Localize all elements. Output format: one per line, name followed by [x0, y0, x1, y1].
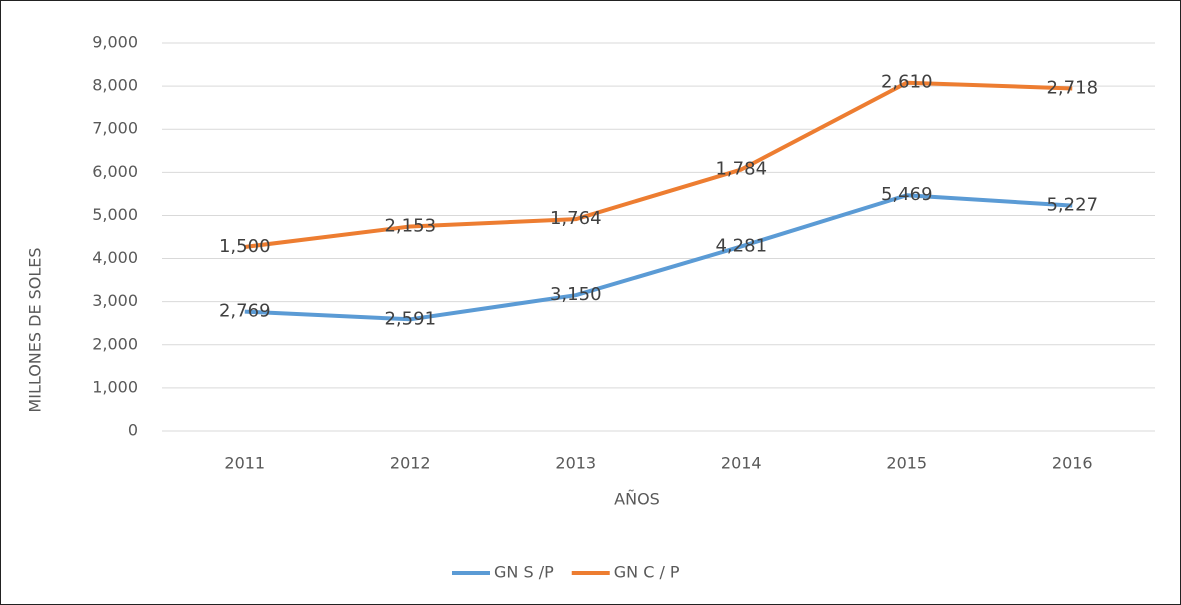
- data-label: 2,610: [881, 72, 933, 93]
- y-tick-label: 8,000: [92, 76, 138, 95]
- legend-label: GN S /P: [494, 563, 554, 582]
- data-label: 2,718: [1046, 77, 1098, 98]
- x-tick-label: 2011: [224, 454, 265, 473]
- x-tick-label: 2014: [721, 454, 762, 473]
- legend-label: GN C / P: [614, 563, 680, 582]
- data-label: 2,591: [384, 308, 436, 329]
- y-tick-label: 7,000: [92, 119, 138, 138]
- line-series: [244, 193, 1073, 322]
- y-tick-label: 1,000: [92, 377, 138, 396]
- data-label: 5,469: [881, 184, 933, 205]
- y-tick-label: 2,000: [92, 334, 138, 353]
- data-label: 5,227: [1046, 195, 1098, 216]
- y-tick-label: 3,000: [92, 291, 138, 310]
- data-label: 1,764: [550, 208, 602, 229]
- y-tick-label: 4,000: [92, 248, 138, 267]
- y-tick-label: 0: [128, 421, 138, 440]
- y-axis-label: MILLONES DE SOLES: [26, 247, 45, 412]
- data-label: 4,281: [715, 235, 767, 256]
- line-series: [244, 80, 1073, 249]
- x-axis-label: AÑOS: [614, 490, 660, 509]
- x-tick-label: 2012: [390, 454, 431, 473]
- data-label: 1,500: [219, 236, 271, 257]
- x-tick-label: 2016: [1052, 454, 1093, 473]
- data-label: 2,153: [384, 215, 436, 236]
- data-label: 3,150: [550, 284, 602, 305]
- data-label: 2,769: [219, 301, 271, 322]
- y-tick-label: 6,000: [92, 162, 138, 181]
- x-tick-label: 2015: [886, 454, 927, 473]
- data-label: 1,784: [715, 159, 767, 180]
- x-tick-label: 2013: [555, 454, 596, 473]
- y-tick-label: 9,000: [92, 33, 138, 52]
- y-tick-label: 5,000: [92, 205, 138, 224]
